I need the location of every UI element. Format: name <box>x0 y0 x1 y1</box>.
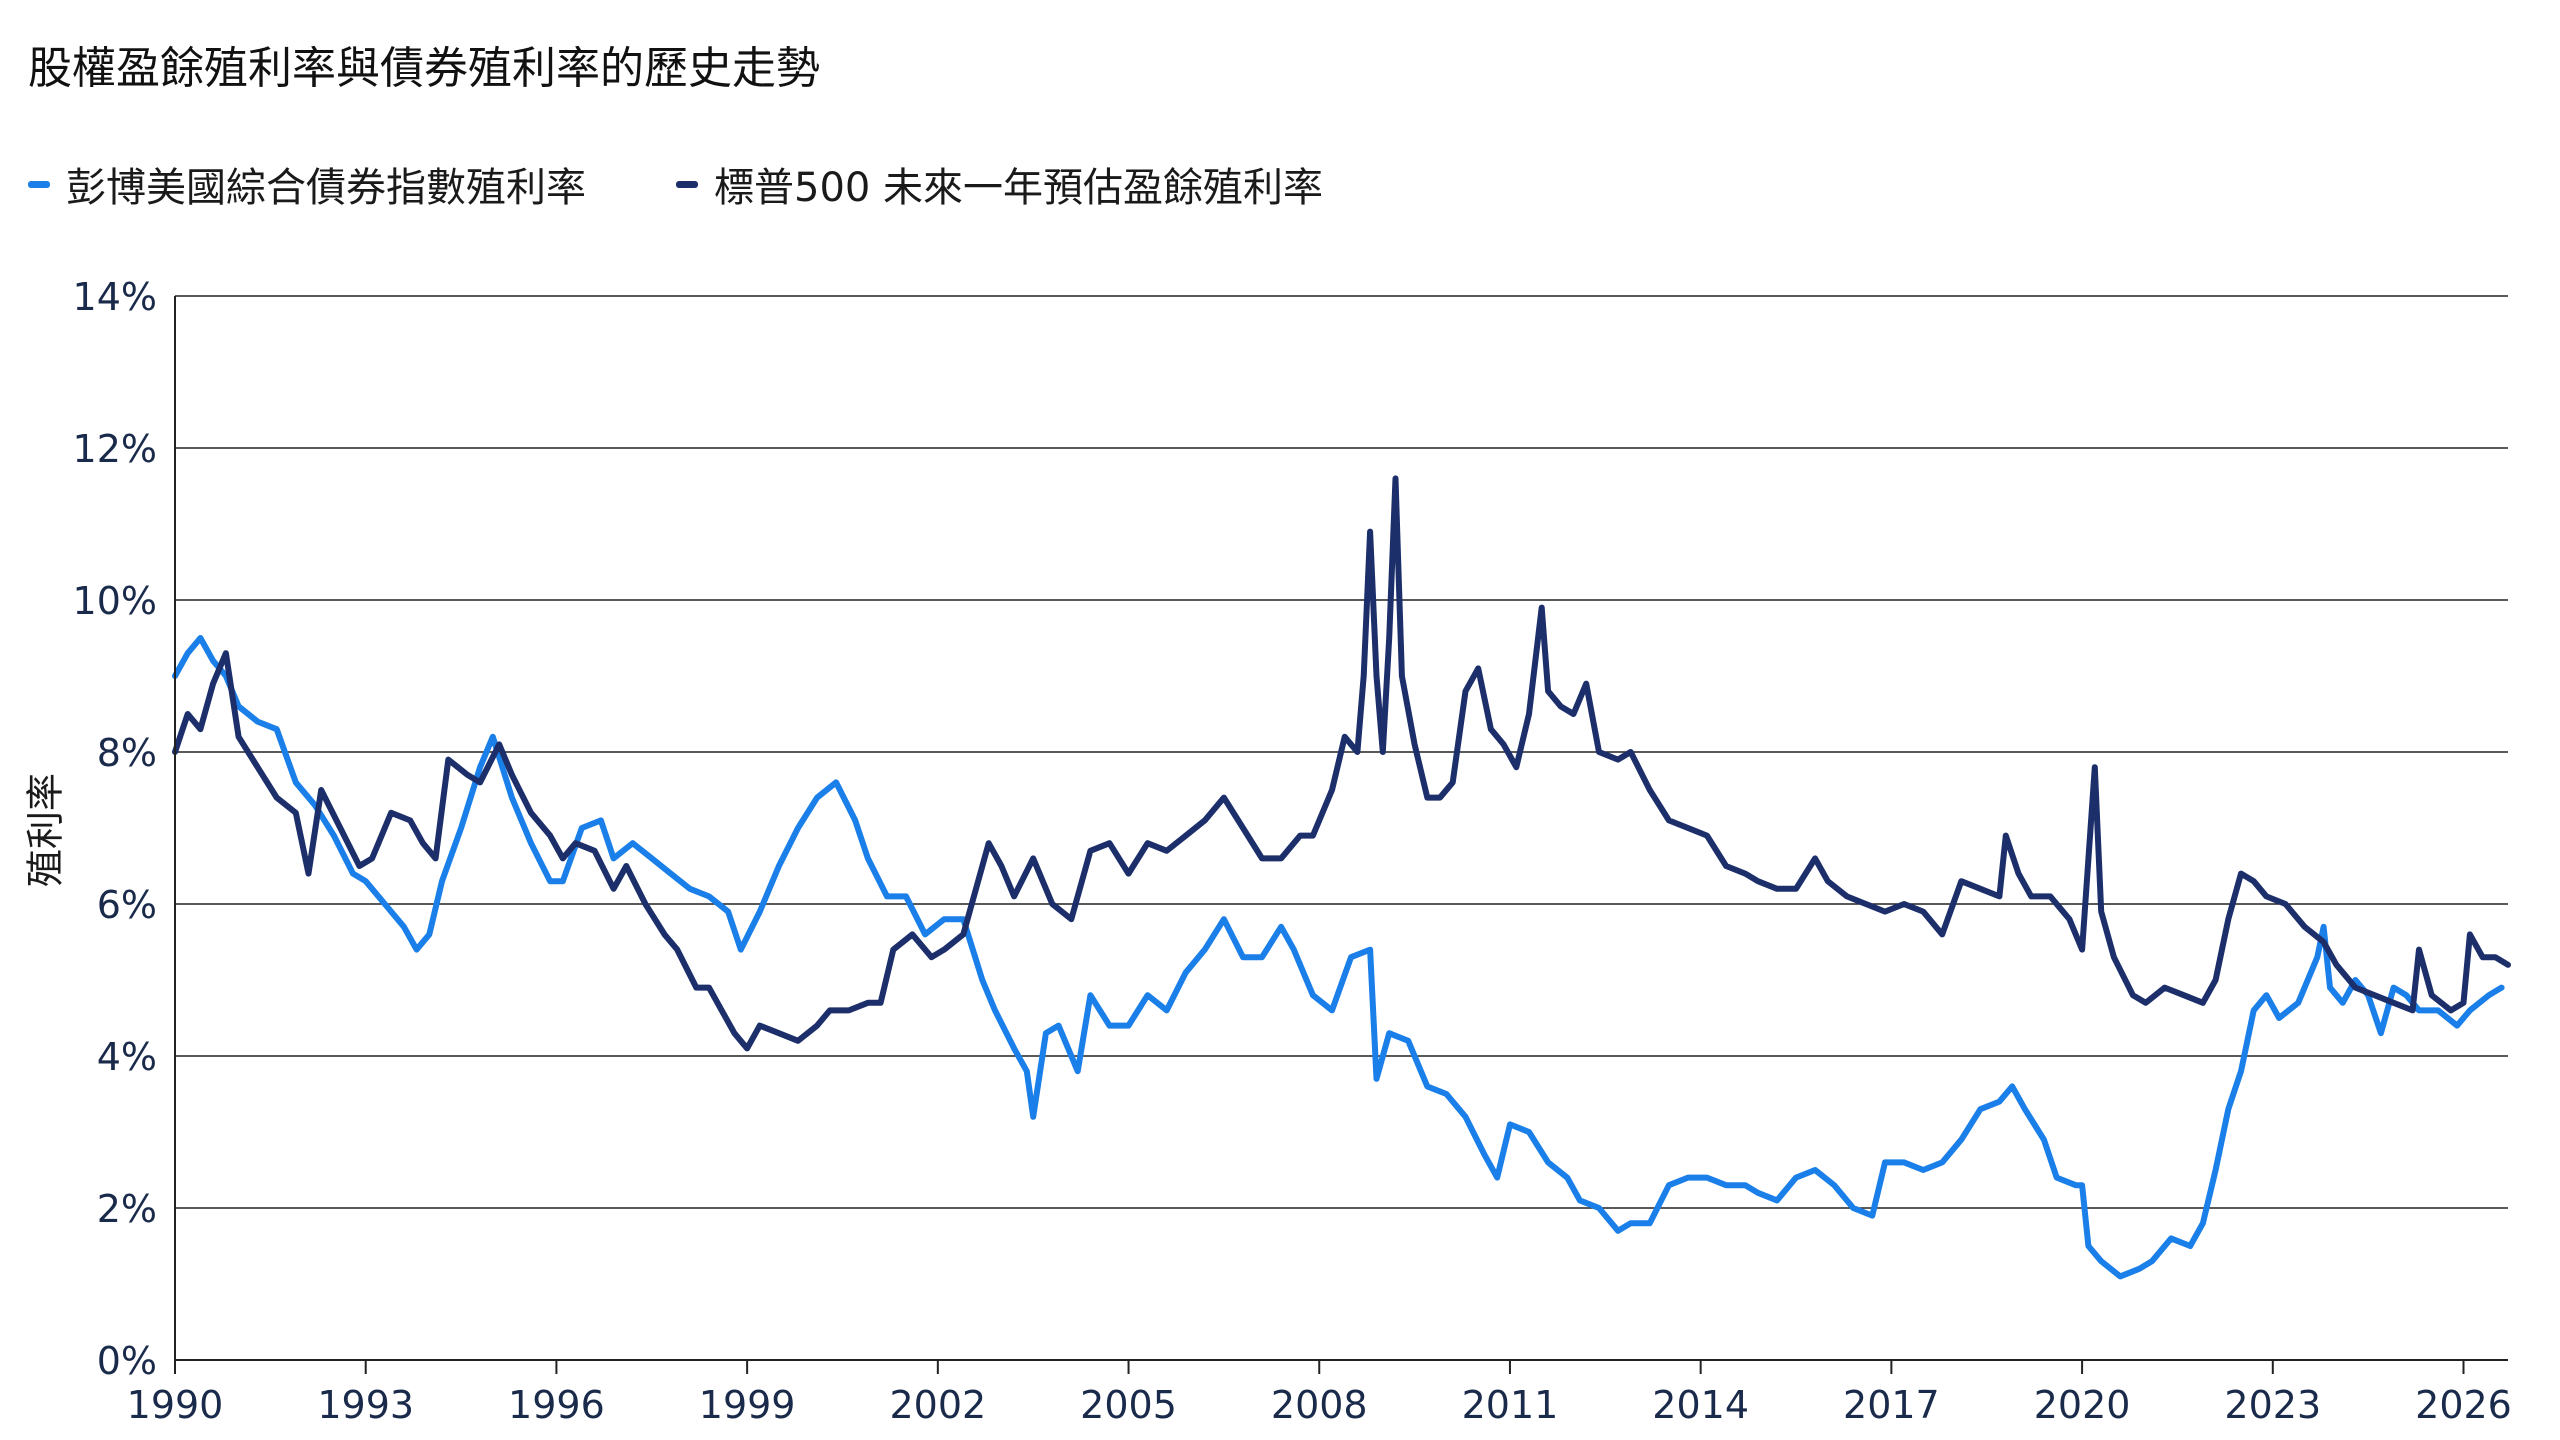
x-tick-label: 2020 <box>2034 1383 2131 1427</box>
legend-item-bond-yield: 彭博美國綜合債券指數殖利率 <box>28 155 586 213</box>
legend-label-earnings-yield: 標普500 未來一年預估盈餘殖利率 <box>714 165 1324 211</box>
x-tick-label: 1996 <box>508 1383 605 1427</box>
legend-label-bond-yield: 彭博美國綜合債券指數殖利率 <box>66 165 586 211</box>
x-tick-label: 2026 <box>2415 1383 2512 1427</box>
legend-swatch-bond-yield <box>28 180 50 188</box>
x-tick-label: 1993 <box>317 1383 414 1427</box>
y-tick-label: 4% <box>97 1035 157 1079</box>
axes: 0% 2% 4% 6% 8% 10% 12% 14% 1990 1993 1996 1999 2002 2… <box>73 275 2512 1427</box>
x-tick-label: 2008 <box>1271 1383 1368 1427</box>
series-line-earnings-yield <box>172 475 2511 1052</box>
x-tick-label: 1990 <box>127 1383 224 1427</box>
y-tick-label: 10% <box>73 579 157 623</box>
series-line-bond-yield <box>172 635 2505 1280</box>
x-tick-label: 2002 <box>889 1383 986 1427</box>
x-tick-label: 2005 <box>1080 1383 1177 1427</box>
x-tick-label: 1999 <box>699 1383 796 1427</box>
y-tick-label: 6% <box>97 883 157 927</box>
series-lines <box>172 475 2511 1280</box>
chart-legend: 彭博美國綜合債券指數殖利率 標普500 未來一年預估盈餘殖利率 <box>28 155 1323 213</box>
x-tick-label: 2023 <box>2224 1383 2321 1427</box>
x-tick-label: 2011 <box>1462 1383 1559 1427</box>
y-tick-label: 2% <box>97 1187 157 1231</box>
y-tick-label: 0% <box>97 1339 157 1383</box>
x-tick-label: 2017 <box>1843 1383 1940 1427</box>
y-tick-label: 14% <box>73 275 157 319</box>
chart-title: 股權盈餘殖利率與債券殖利率的歷史走勢 <box>28 43 820 94</box>
legend-swatch-earnings-yield <box>676 180 698 188</box>
x-tick-label: 2014 <box>1652 1383 1749 1427</box>
legend-item-earnings-yield: 標普500 未來一年預估盈餘殖利率 <box>676 155 1323 213</box>
y-tick-label: 8% <box>97 731 157 775</box>
y-tick-label: 12% <box>73 427 157 471</box>
